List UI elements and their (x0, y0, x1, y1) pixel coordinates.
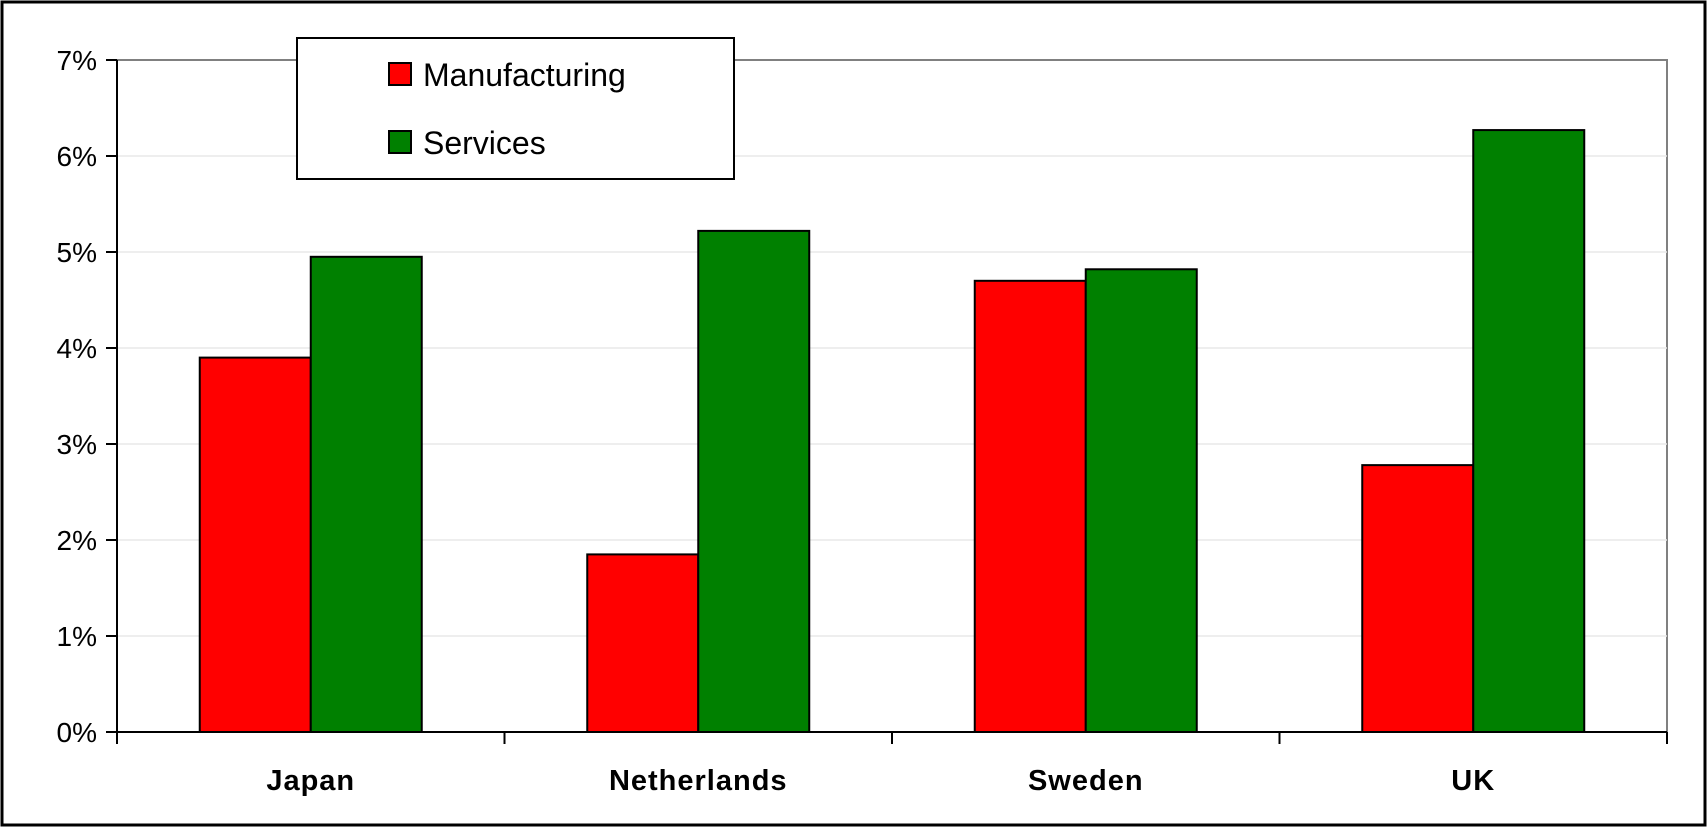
y-tick-label: 6% (57, 141, 97, 172)
legend-label-services: Services (423, 125, 546, 161)
y-tick-label: 2% (57, 525, 97, 556)
bar-services-sweden (1084, 268, 1198, 733)
y-tick-label: 7% (57, 45, 97, 76)
x-category-label: UK (1451, 765, 1495, 797)
y-tick-label: 1% (57, 621, 97, 652)
bar-manufacturing-japan (198, 356, 312, 733)
y-tick-labels: 0% 1% 2% 3% 4% 5% 6% 7% (57, 45, 97, 748)
y-tick-label: 3% (57, 429, 97, 460)
x-category-label: Sweden (1028, 765, 1144, 797)
legend-swatch-services (388, 130, 412, 154)
legend: Manufacturing Services (296, 37, 735, 180)
x-category-labels: Japan Netherlands Sweden UK (266, 765, 1495, 797)
x-category-label: Netherlands (609, 765, 788, 797)
y-tick-label: 4% (57, 333, 97, 364)
x-category-label: Japan (266, 765, 355, 797)
legend-box (296, 37, 735, 180)
axes (106, 59, 1668, 744)
bar-manufacturing-netherlands (586, 553, 700, 734)
y-tick-label: 0% (57, 717, 97, 748)
legend-swatch-manufacturing (388, 62, 412, 86)
bar-manufacturing-sweden (973, 279, 1087, 733)
y-tick-label: 5% (57, 237, 97, 268)
bar-services-japan (309, 255, 423, 733)
bar-services-netherlands (697, 229, 811, 733)
bar-services-uk (1472, 129, 1586, 733)
bars (198, 129, 1586, 734)
bar-manufacturing-uk (1361, 464, 1475, 733)
legend-label-manufacturing: Manufacturing (423, 57, 626, 93)
